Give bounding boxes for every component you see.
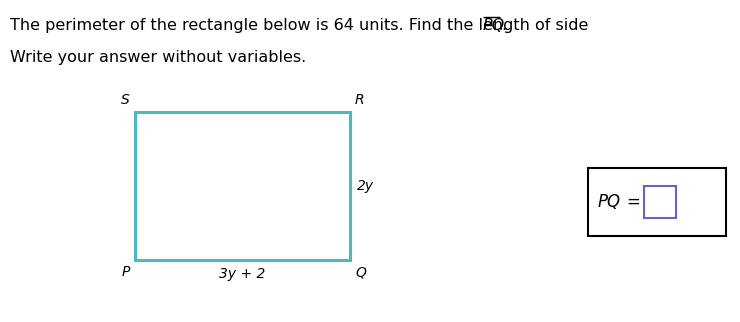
Text: P: P (121, 265, 130, 279)
Text: PQ: PQ (598, 193, 621, 211)
Text: 2y: 2y (357, 179, 374, 193)
Text: R: R (355, 93, 365, 107)
Text: 3y + 2: 3y + 2 (219, 267, 266, 281)
Text: S: S (121, 93, 130, 107)
Bar (135, 112, 350, 260)
Text: Write your answer without variables.: Write your answer without variables. (10, 50, 306, 65)
Text: =: = (626, 193, 640, 211)
Text: PQ: PQ (483, 18, 505, 33)
Bar (644, 186, 676, 218)
Bar (588, 168, 726, 236)
Text: The perimeter of the rectangle below is 64 units. Find the length of side: The perimeter of the rectangle below is … (10, 18, 593, 33)
Text: Q: Q (355, 265, 366, 279)
Text: .: . (501, 18, 506, 33)
